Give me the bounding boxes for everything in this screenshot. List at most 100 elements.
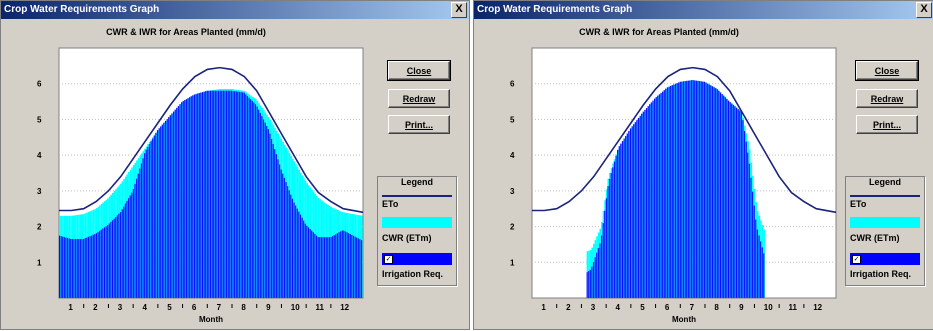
irrigation-bar bbox=[282, 173, 284, 299]
irrigation-bar bbox=[203, 91, 205, 299]
x-tick-label: 4 bbox=[143, 303, 148, 312]
irrigation-bar bbox=[211, 90, 213, 299]
irrigation-bar bbox=[238, 91, 241, 299]
close-button[interactable]: Close bbox=[855, 60, 919, 81]
irrigation-bar bbox=[710, 85, 712, 299]
redraw-button[interactable]: Redraw bbox=[388, 89, 450, 108]
irrigation-bar bbox=[272, 143, 274, 299]
irrigation-bar bbox=[674, 83, 677, 299]
close-button[interactable]: Close bbox=[387, 60, 451, 81]
irrigation-bar bbox=[144, 153, 146, 299]
irrigation-bar bbox=[187, 98, 189, 299]
irrigation-bar bbox=[662, 91, 664, 299]
irrigation-bar bbox=[68, 238, 70, 299]
irrigation-bar bbox=[237, 91, 239, 299]
irrigation-bar bbox=[311, 230, 313, 299]
irrigation-bar bbox=[134, 183, 136, 299]
irrigation-bar bbox=[753, 205, 755, 299]
y-tick-label: 3 bbox=[510, 187, 515, 196]
irrigation-bar bbox=[707, 83, 709, 299]
irrigation-bar bbox=[107, 224, 109, 299]
irrigation-bar bbox=[727, 100, 730, 299]
irrigation-bar bbox=[751, 191, 754, 299]
redraw-button[interactable]: Redraw bbox=[856, 89, 918, 108]
window-close-icon[interactable]: X bbox=[451, 2, 467, 18]
irrigation-bar bbox=[230, 90, 233, 299]
window-titlebar[interactable]: Crop Water Requirements Graph bbox=[1, 1, 469, 19]
irrigation-bar bbox=[357, 238, 359, 299]
irrigation-bar bbox=[621, 141, 624, 299]
irrigation-bar bbox=[94, 234, 96, 299]
irrigation-bar bbox=[246, 95, 249, 299]
irrigation-bar bbox=[240, 92, 242, 299]
irrigation-bar bbox=[721, 94, 723, 299]
irrigation-bar bbox=[180, 102, 183, 299]
print-button[interactable]: Print... bbox=[856, 115, 918, 134]
irrigation-bar bbox=[655, 97, 657, 299]
irrigation-bar bbox=[609, 178, 611, 299]
x-tick-label: 8 bbox=[714, 303, 719, 312]
x-tick-label: 11 bbox=[316, 303, 325, 312]
irrigation-bar bbox=[338, 232, 340, 299]
irrigation-bar bbox=[164, 120, 167, 299]
irrigation-bar bbox=[348, 233, 350, 299]
irrigation-bar bbox=[747, 152, 749, 299]
irrigation-bar bbox=[158, 128, 160, 299]
irrigation-bar bbox=[666, 87, 669, 299]
irrigation-bar bbox=[229, 90, 231, 299]
irrigation-bar bbox=[84, 238, 86, 299]
irrigation-bar bbox=[652, 100, 654, 299]
irrigation-bar bbox=[111, 220, 114, 299]
irrigation-checkbox[interactable]: ✓ bbox=[384, 255, 393, 264]
irrigation-bar bbox=[172, 111, 175, 299]
irrigation-bar bbox=[155, 132, 157, 299]
print-button[interactable]: Print... bbox=[388, 115, 450, 134]
irrigation-bar bbox=[275, 154, 277, 299]
irrigation-bar bbox=[637, 117, 640, 299]
irrigation-bar bbox=[336, 233, 339, 299]
irrigation-bar bbox=[274, 149, 276, 299]
irrigation-bar bbox=[586, 272, 588, 299]
irrigation-checkbox[interactable]: ✓ bbox=[852, 255, 861, 264]
irrigation-bar bbox=[631, 126, 633, 299]
irrigation-bar bbox=[232, 90, 234, 299]
irrigation-bar bbox=[626, 133, 628, 299]
y-tick-label: 3 bbox=[37, 187, 42, 196]
irrigation-bar bbox=[285, 182, 287, 299]
irrigation-bar bbox=[600, 235, 603, 299]
irrigation-bar bbox=[711, 86, 714, 299]
irrigation-bar bbox=[650, 102, 652, 299]
irrigation-bar bbox=[748, 163, 750, 299]
irrigation-bar bbox=[330, 236, 332, 299]
irrigation-bar bbox=[166, 118, 168, 299]
irrigation-bar bbox=[625, 136, 627, 299]
irrigation-bar bbox=[182, 100, 184, 299]
irrigation-bar bbox=[607, 185, 609, 299]
window-titlebar[interactable]: Crop Water Requirements Graph bbox=[474, 1, 933, 19]
irrigation-bar bbox=[690, 80, 693, 299]
x-tick-label: 7 bbox=[690, 303, 695, 312]
irrigation-bar bbox=[623, 138, 625, 299]
irrigation-bar bbox=[261, 116, 263, 299]
irrigation-bar bbox=[224, 90, 226, 299]
cwr-swatch bbox=[382, 217, 452, 228]
window-close-icon[interactable]: X bbox=[916, 2, 932, 18]
irrigation-bar bbox=[301, 217, 303, 299]
x-tick-label: 10 bbox=[291, 303, 300, 312]
irrigation-bar bbox=[742, 120, 744, 299]
irrigation-bar bbox=[689, 80, 691, 299]
irrigation-bar bbox=[185, 99, 188, 299]
irrigation-bar bbox=[678, 82, 680, 299]
irrigation-bar bbox=[716, 89, 718, 299]
irrigation-bar bbox=[299, 214, 302, 299]
irrigation-bar bbox=[174, 109, 176, 299]
irrigation-bar bbox=[761, 247, 763, 299]
irrigation-bar bbox=[670, 85, 672, 299]
irrigation-bar bbox=[95, 233, 98, 299]
irrigation-bar bbox=[70, 238, 72, 299]
irrigation-bar bbox=[290, 194, 292, 299]
irrigation-bar bbox=[264, 122, 266, 299]
irrigation-bar bbox=[618, 146, 620, 299]
irrigation-bar bbox=[123, 206, 125, 299]
legend-box: Legend ETo CWR (ETm) ✓ Irrigation Req. bbox=[845, 176, 925, 286]
